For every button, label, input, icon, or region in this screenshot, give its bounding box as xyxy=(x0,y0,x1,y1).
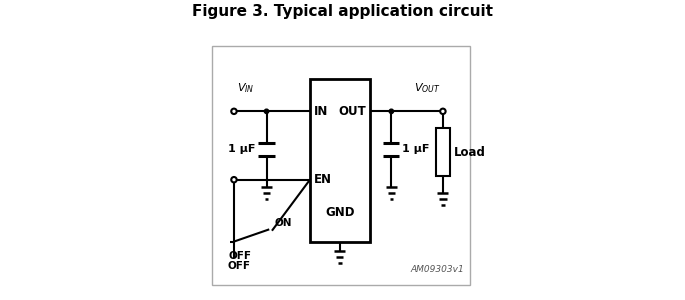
Text: AM09303v1: AM09303v1 xyxy=(410,265,464,274)
Text: $V_{OUT}$: $V_{OUT}$ xyxy=(414,81,440,95)
Text: 1 μF: 1 μF xyxy=(228,144,256,154)
Circle shape xyxy=(232,177,237,182)
Text: EN: EN xyxy=(314,173,332,186)
Text: OFF: OFF xyxy=(227,261,250,271)
Bar xyxy=(212,46,470,285)
Circle shape xyxy=(264,109,269,113)
Circle shape xyxy=(232,109,237,114)
Bar xyxy=(310,79,370,242)
Circle shape xyxy=(389,109,393,113)
Text: 1 μF: 1 μF xyxy=(402,144,429,154)
Text: GND: GND xyxy=(325,206,355,219)
Title: Figure 3. Typical application circuit: Figure 3. Typical application circuit xyxy=(192,4,493,19)
Text: ON: ON xyxy=(275,218,292,228)
Text: OUT: OUT xyxy=(338,105,366,118)
Circle shape xyxy=(440,109,446,114)
Text: Load: Load xyxy=(453,146,486,158)
Text: $V_{IN}$: $V_{IN}$ xyxy=(237,81,254,95)
Text: OFF: OFF xyxy=(229,251,251,261)
Bar xyxy=(436,128,449,176)
Text: IN: IN xyxy=(314,105,328,118)
